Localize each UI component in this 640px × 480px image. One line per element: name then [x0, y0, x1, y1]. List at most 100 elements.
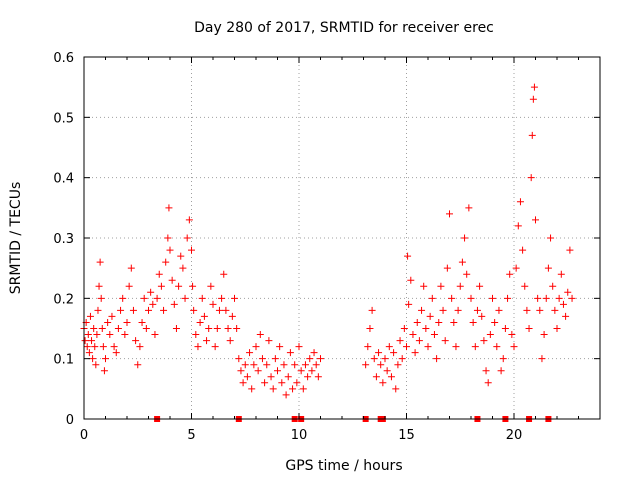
- data-point: [454, 306, 462, 314]
- data-point: [506, 270, 514, 278]
- data-point: [95, 282, 103, 290]
- data-point: [523, 306, 531, 314]
- data-point: [532, 216, 539, 224]
- data-point: [136, 343, 144, 351]
- data-point: [420, 282, 428, 290]
- data-point: [306, 355, 314, 363]
- data-point: [248, 385, 256, 393]
- data-point: [497, 367, 505, 375]
- data-point: [536, 306, 544, 314]
- data-point: [94, 306, 102, 314]
- data-point: [426, 312, 434, 320]
- data-point: [125, 282, 133, 290]
- data-point: [172, 325, 180, 332]
- data-point: [203, 337, 211, 345]
- data-point: [267, 373, 275, 381]
- data-point: [551, 306, 559, 314]
- data-point: [282, 391, 290, 399]
- y-axis-label: SRMTID / TECUs: [8, 182, 24, 295]
- data-point: [170, 300, 178, 308]
- y-tick-label: 0.2: [53, 292, 74, 307]
- data-point: [110, 343, 118, 351]
- y-tick-label: 0.5: [53, 111, 74, 126]
- data-point: [104, 318, 112, 326]
- data-point: [530, 83, 538, 91]
- data-point: [241, 361, 249, 369]
- data-point: [188, 246, 195, 254]
- data-point: [403, 343, 410, 351]
- data-point: [430, 331, 438, 339]
- data-point: [190, 306, 198, 314]
- data-point: [276, 343, 284, 351]
- data-point: [521, 282, 529, 290]
- data-point: [96, 258, 104, 266]
- x-tick-label: 0: [80, 428, 88, 443]
- data-point: [179, 264, 187, 272]
- data-point: [516, 198, 524, 206]
- data-point: [368, 306, 376, 314]
- data-point: [508, 331, 516, 339]
- data-point: [463, 270, 471, 278]
- data-point: [458, 258, 466, 266]
- data-point: [529, 95, 537, 103]
- data-point: [142, 325, 150, 332]
- data-point: [286, 349, 294, 357]
- data-point: [362, 361, 370, 369]
- data-point: [443, 264, 451, 272]
- data-point: [437, 282, 445, 290]
- data-point: [312, 361, 320, 369]
- data-point: [540, 331, 548, 339]
- data-point: [293, 379, 301, 387]
- data-point: [271, 355, 279, 363]
- data-point: [433, 355, 441, 363]
- data-point: [119, 294, 127, 302]
- data-point: [413, 318, 421, 326]
- data-point: [467, 294, 475, 302]
- data-point: [568, 294, 576, 302]
- data-point: [140, 294, 148, 302]
- data-point: [246, 349, 254, 357]
- data-point: [106, 331, 114, 339]
- data-point: [228, 312, 236, 320]
- data-point: [123, 318, 131, 326]
- data-point: [542, 294, 550, 302]
- data-point: [81, 337, 89, 345]
- data-point: [97, 294, 105, 302]
- data-point: [370, 355, 378, 363]
- data-point: [235, 355, 243, 363]
- data-point: [189, 282, 197, 290]
- data-point: [280, 361, 288, 369]
- x-tick-label: 15: [398, 428, 415, 443]
- data-point: [379, 379, 387, 387]
- data-point: [377, 361, 385, 369]
- data-point: [226, 337, 234, 345]
- data-point: [562, 312, 570, 320]
- data-point: [478, 312, 486, 320]
- data-point: [304, 373, 312, 381]
- data-point: [390, 349, 398, 357]
- data-point: [400, 325, 408, 332]
- data-point: [491, 318, 499, 326]
- data-point: [157, 282, 165, 290]
- data-point: [233, 325, 241, 332]
- data-point: [525, 325, 533, 332]
- data-point: [461, 234, 469, 242]
- data-point: [93, 331, 101, 339]
- data-point: [164, 234, 172, 242]
- data-point: [297, 367, 305, 375]
- data-point: [486, 331, 494, 339]
- data-point: [243, 373, 251, 381]
- data-point: [495, 306, 503, 314]
- data-point: [162, 258, 170, 266]
- data-point: [121, 331, 129, 339]
- y-tick-label: 0.4: [53, 172, 74, 187]
- data-point: [317, 355, 324, 363]
- data-point: [215, 306, 223, 314]
- data-point: [114, 325, 122, 332]
- data-point: [409, 331, 417, 339]
- data-point: [422, 325, 430, 332]
- data-point: [407, 276, 415, 284]
- data-point: [149, 300, 157, 308]
- data-point: [100, 367, 108, 375]
